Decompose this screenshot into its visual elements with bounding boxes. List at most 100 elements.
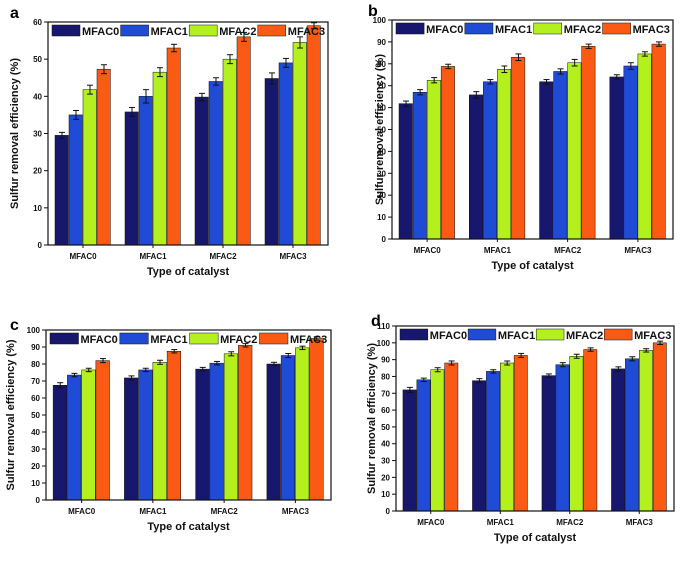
legend-label: MFAC3 [290,334,327,346]
y-tick-label: 50 [33,55,42,64]
bar [583,349,598,512]
bar [412,92,427,240]
bar [223,353,239,501]
y-tick-label: 80 [381,372,390,381]
bar [398,103,413,240]
bar [96,68,111,246]
panel-letter: a [10,5,19,22]
x-axis-title: Type of catalyst [494,532,577,544]
legend-label: MFAC3 [633,24,670,36]
legend-swatch [51,24,81,37]
bar [82,89,97,246]
y-tick-label: 30 [381,457,390,466]
y-tick-label: 60 [377,104,386,113]
bar [124,111,139,246]
legend-label: MFAC0 [82,26,119,38]
panel-a: a 0 10 20 30 40 50 60 MFAC0 MFAC1 MFAC2 MFAC3 Type o… [9,5,329,278]
y-tick-label: 0 [36,496,41,505]
bar [138,96,153,246]
y-tick-label: 30 [33,130,42,139]
bar [278,62,293,246]
x-tick-label: MFAC3 [282,507,310,516]
bar [500,362,514,512]
panel-letter: c [10,317,19,334]
x-axis-title: Type of catalyst [491,260,574,272]
bar [609,76,624,240]
y-tick-label: 70 [31,377,40,386]
bar [497,69,512,240]
x-axis-title: Type of catalyst [147,521,230,533]
legend-label: MFAC3 [288,26,325,38]
legend-label: MFAC0 [426,24,463,36]
x-tick-label: MFAC2 [209,252,237,261]
bar [567,62,582,240]
legend-label: MFAC2 [566,330,603,342]
y-tick-label: 20 [381,473,390,482]
bar [264,78,279,246]
x-tick-label: MFAC2 [211,507,239,516]
bar [581,46,596,240]
bar [416,379,431,512]
legend-swatch [467,328,497,341]
legend-label: MFAC2 [219,26,256,38]
bar [402,389,417,512]
legend-swatch [604,328,633,341]
bar [555,364,570,512]
y-tick-label: 110 [377,322,390,331]
y-tick-label: 60 [33,18,42,27]
bar [166,351,182,501]
bar [652,342,667,512]
bar [67,374,82,501]
bar [68,114,83,246]
y-tick-label: 40 [31,428,40,437]
y-axis-title: Sulfur removal efficiency (%) [366,343,378,494]
x-tick-label: MFAC1 [139,507,167,516]
bar [513,355,528,512]
bar [138,369,153,501]
legend-swatch [464,22,494,35]
y-tick-label: 90 [377,38,386,47]
legend-label: MFAC2 [220,334,257,346]
bar [54,135,69,246]
bar [444,362,459,512]
bar [280,355,296,501]
plot-frame [45,329,332,501]
plot-frame [47,21,329,246]
bar [569,356,584,512]
y-tick-label: 50 [381,423,390,432]
x-tick-label: MFAC0 [414,246,442,255]
bar [639,350,653,512]
legend: MFAC0 MFAC1 MFAC2 MFAC3 [399,328,671,342]
bar [238,345,253,501]
bar [222,58,237,246]
legend-label: MFAC1 [150,334,187,346]
bar [469,94,483,240]
y-tick-label: 40 [377,147,386,156]
bar [637,53,652,240]
bar [623,65,638,240]
y-tick-label: 70 [381,389,390,398]
legend-swatch [188,24,218,37]
y-tick-label: 0 [386,507,391,516]
bar [208,81,223,246]
legend-swatch [535,328,565,341]
x-axis-title: Type of catalyst [147,266,230,278]
y-tick-label: 10 [377,213,386,222]
y-tick-label: 80 [377,60,386,69]
x-tick-label: MFAC3 [624,246,652,255]
y-tick-label: 100 [27,326,41,335]
y-tick-label: 10 [33,204,42,213]
legend-label: MFAC1 [495,24,532,36]
bar [292,42,307,246]
bar [166,47,181,246]
legend-swatch [259,332,289,345]
y-tick-label: 10 [381,490,390,499]
legend-swatch [49,332,79,345]
bar [486,371,500,512]
y-tick-label: 60 [31,394,40,403]
bar [52,385,68,501]
legend-swatch [257,24,287,37]
y-axis-title: Sulfur removal efficiency (%) [374,54,386,205]
y-tick-label: 40 [381,440,390,449]
legend-label: MFAC2 [564,24,601,36]
